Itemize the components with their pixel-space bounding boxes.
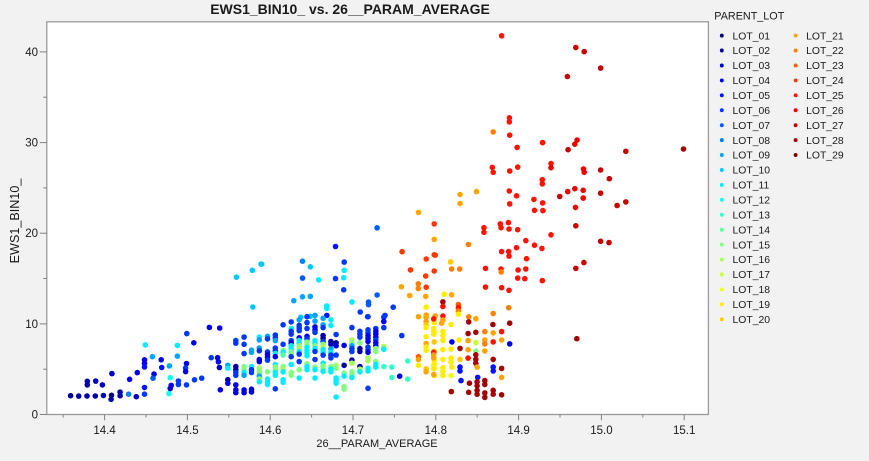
svg-text:LOT_13: LOT_13 (733, 211, 771, 222)
svg-text:PARENT_LOT: PARENT_LOT (714, 11, 784, 23)
svg-text:LOT_10: LOT_10 (733, 166, 771, 177)
svg-text:LOT_14: LOT_14 (733, 225, 771, 236)
svg-text:40: 40 (25, 47, 38, 59)
svg-text:15.1: 15.1 (673, 425, 695, 437)
svg-text:LOT_29: LOT_29 (806, 151, 844, 162)
svg-text:LOT_15: LOT_15 (733, 240, 771, 251)
svg-text:LOT_05: LOT_05 (733, 91, 771, 102)
svg-text:LOT_02: LOT_02 (733, 46, 771, 57)
svg-text:LOT_09: LOT_09 (733, 151, 771, 162)
svg-text:LOT_16: LOT_16 (733, 255, 771, 266)
svg-text:EWS1_BIN10_: EWS1_BIN10_ (8, 178, 22, 264)
svg-text:10: 10 (25, 319, 38, 331)
svg-text:0: 0 (32, 409, 38, 421)
svg-text:LOT_07: LOT_07 (733, 121, 771, 132)
svg-text:LOT_18: LOT_18 (733, 285, 771, 296)
svg-text:EWS1_BIN10_ vs. 26__PARAM_AVER: EWS1_BIN10_ vs. 26__PARAM_AVERAGE (210, 1, 490, 17)
svg-text:LOT_19: LOT_19 (733, 300, 771, 311)
svg-text:15.0: 15.0 (590, 425, 612, 437)
svg-text:14.8: 14.8 (425, 425, 447, 437)
svg-text:LOT_01: LOT_01 (733, 31, 771, 42)
svg-text:26__PARAM_AVERAGE: 26__PARAM_AVERAGE (316, 438, 437, 450)
svg-text:LOT_08: LOT_08 (733, 136, 771, 147)
svg-text:LOT_22: LOT_22 (806, 46, 844, 57)
svg-text:LOT_26: LOT_26 (806, 106, 844, 117)
svg-text:LOT_17: LOT_17 (733, 270, 771, 281)
svg-text:14.6: 14.6 (259, 425, 281, 437)
svg-text:LOT_12: LOT_12 (733, 196, 771, 207)
svg-text:LOT_03: LOT_03 (733, 61, 771, 72)
svg-text:20: 20 (25, 228, 38, 240)
svg-text:LOT_04: LOT_04 (733, 76, 771, 87)
svg-text:14.9: 14.9 (507, 425, 529, 437)
svg-text:LOT_11: LOT_11 (733, 181, 770, 192)
svg-text:30: 30 (25, 138, 38, 150)
svg-text:14.4: 14.4 (93, 425, 116, 437)
svg-text:14.7: 14.7 (342, 425, 364, 437)
svg-text:LOT_06: LOT_06 (733, 106, 771, 117)
svg-text:LOT_28: LOT_28 (806, 136, 844, 147)
svg-text:14.5: 14.5 (176, 425, 198, 437)
svg-text:LOT_21: LOT_21 (806, 31, 844, 42)
svg-text:LOT_20: LOT_20 (733, 315, 771, 326)
svg-text:LOT_24: LOT_24 (806, 76, 844, 87)
svg-text:LOT_23: LOT_23 (806, 61, 844, 72)
svg-text:LOT_25: LOT_25 (806, 91, 844, 102)
svg-text:LOT_27: LOT_27 (806, 121, 844, 132)
